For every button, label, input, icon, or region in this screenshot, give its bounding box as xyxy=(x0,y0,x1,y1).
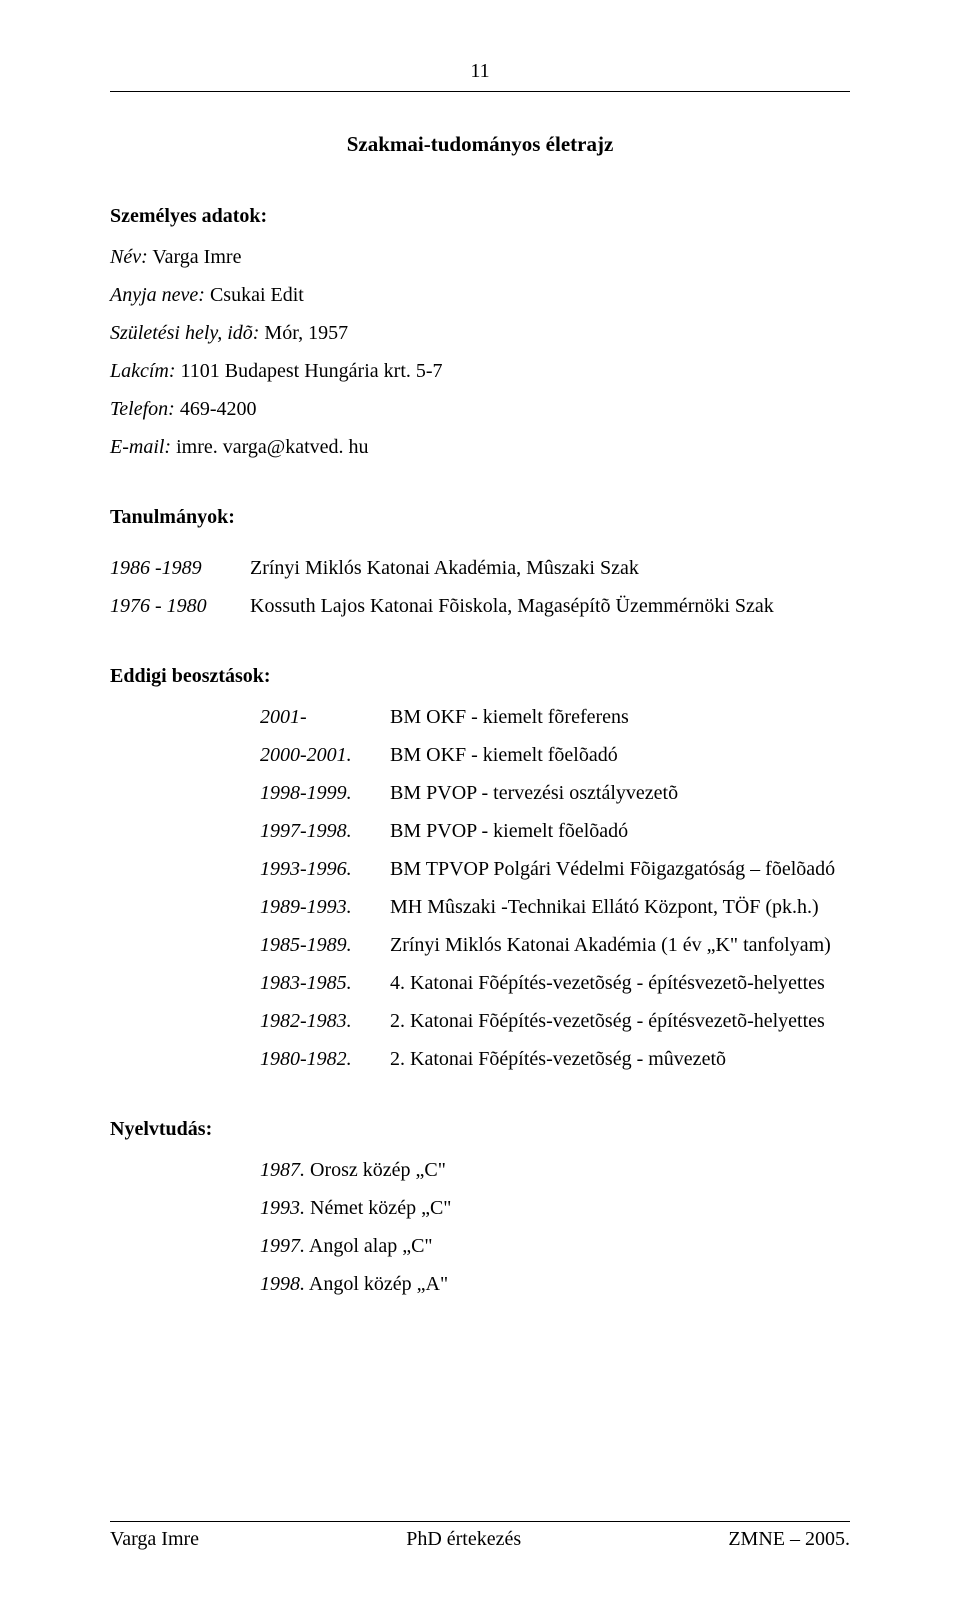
phone-label: Telefon: xyxy=(110,398,175,420)
name-value: Varga Imre xyxy=(152,246,241,268)
study-desc: Kossuth Lajos Katonai Fõiskola, Magasépí… xyxy=(250,587,850,625)
language-desc: Angol közép „A" xyxy=(309,1273,448,1295)
document-title: Szakmai-tudományos életrajz xyxy=(110,132,850,157)
position-years: 1980-1982. xyxy=(260,1040,390,1078)
birth-value: Mór, 1957 xyxy=(264,322,348,344)
position-row: 2001- BM OKF - kiemelt fõreferens xyxy=(260,698,850,736)
position-desc: Zrínyi Miklós Katonai Akadémia (1 év „K"… xyxy=(390,926,850,964)
position-row: 1983-1985. 4. Katonai Fõépítés-vezetõség… xyxy=(260,964,850,1002)
page-footer: Varga Imre PhD értekezés ZMNE – 2005. xyxy=(110,1521,850,1551)
footer-left: Varga Imre xyxy=(110,1528,199,1551)
language-desc: Német közép „C" xyxy=(310,1197,451,1219)
position-years: 1983-1985. xyxy=(260,964,390,1002)
studies-heading: Tanulmányok: xyxy=(110,506,850,529)
positions-heading: Eddigi beosztások: xyxy=(110,665,850,688)
personal-section: Személyes adatok: Név: Varga Imre Anyja … xyxy=(110,205,850,466)
personal-email-line: E-mail: imre. varga@katved. hu xyxy=(110,428,850,466)
position-desc: MH Mûszaki -Technikai Ellátó Központ, TÖ… xyxy=(390,888,850,926)
position-years: 1998-1999. xyxy=(260,774,390,812)
email-value: imre. varga@katved. hu xyxy=(176,436,368,458)
position-row: 1980-1982. 2. Katonai Fõépítés-vezetõség… xyxy=(260,1040,850,1078)
personal-mother-line: Anyja neve: Csukai Edit xyxy=(110,276,850,314)
top-rule xyxy=(110,91,850,92)
language-row: 1987. Orosz közép „C" xyxy=(260,1151,850,1189)
personal-heading-text: Személyes adatok xyxy=(110,205,261,227)
position-years: 2000-2001. xyxy=(260,736,390,774)
position-years: 2001- xyxy=(260,698,390,736)
language-year: 1993. xyxy=(260,1197,305,1219)
positions-section: Eddigi beosztások: 2001- BM OKF - kiemel… xyxy=(110,665,850,1078)
footer-right: ZMNE – 2005. xyxy=(728,1528,850,1551)
languages-section: Nyelvtudás: 1987. Orosz közép „C" 1993. … xyxy=(110,1118,850,1303)
address-label: Lakcím: xyxy=(110,360,176,382)
position-desc: 2. Katonai Fõépítés-vezetõség - mûvezetõ xyxy=(390,1040,850,1078)
language-desc: Orosz közép „C" xyxy=(310,1159,446,1181)
position-desc: 2. Katonai Fõépítés-vezetõség - építésve… xyxy=(390,1002,850,1040)
language-row: 1993. Német közép „C" xyxy=(260,1189,850,1227)
study-row: 1986 -1989 Zrínyi Miklós Katonai Akadémi… xyxy=(110,549,850,587)
address-value: 1101 Budapest Hungária krt. 5-7 xyxy=(181,360,443,382)
position-years: 1997-1998. xyxy=(260,812,390,850)
position-desc: BM OKF - kiemelt fõreferens xyxy=(390,698,850,736)
position-desc: BM TPVOP Polgári Védelmi Fõigazgatóság –… xyxy=(390,850,850,888)
footer-center: PhD értekezés xyxy=(406,1528,521,1551)
page-number: 11 xyxy=(110,60,850,83)
personal-address-line: Lakcím: 1101 Budapest Hungária krt. 5-7 xyxy=(110,352,850,390)
languages-list: 1987. Orosz közép „C" 1993. Német közép … xyxy=(110,1151,850,1303)
personal-birth-line: Születési hely, idõ: Mór, 1957 xyxy=(110,314,850,352)
position-row: 1997-1998. BM PVOP - kiemelt fõelõadó xyxy=(260,812,850,850)
position-row: 1985-1989. Zrínyi Miklós Katonai Akadémi… xyxy=(260,926,850,964)
language-row: 1997. Angol alap „C" xyxy=(260,1227,850,1265)
birth-label: Születési hely, idõ: xyxy=(110,322,259,344)
position-years: 1993-1996. xyxy=(260,850,390,888)
studies-section: Tanulmányok: 1986 -1989 Zrínyi Miklós Ka… xyxy=(110,506,850,625)
name-label: Név: xyxy=(110,246,148,268)
language-desc: Angol alap „C" xyxy=(309,1235,433,1257)
phone-value: 469-4200 xyxy=(180,398,257,420)
language-year: 1997. xyxy=(260,1235,305,1257)
position-desc: BM PVOP - tervezési osztályvezetõ xyxy=(390,774,850,812)
email-label: E-mail: xyxy=(110,436,171,458)
study-years: 1986 -1989 xyxy=(110,549,250,587)
position-desc: BM PVOP - kiemelt fõelõadó xyxy=(390,812,850,850)
personal-phone-line: Telefon: 469-4200 xyxy=(110,390,850,428)
mother-label: Anyja neve: xyxy=(110,284,205,306)
position-row: 1989-1993. MH Mûszaki -Technikai Ellátó … xyxy=(260,888,850,926)
language-year: 1987. xyxy=(260,1159,305,1181)
language-row: 1998. Angol közép „A" xyxy=(260,1265,850,1303)
position-years: 1989-1993. xyxy=(260,888,390,926)
position-row: 2000-2001. BM OKF - kiemelt fõelõadó xyxy=(260,736,850,774)
study-row: 1976 - 1980 Kossuth Lajos Katonai Fõisko… xyxy=(110,587,850,625)
personal-heading: Személyes adatok: xyxy=(110,205,850,228)
position-desc: 4. Katonai Fõépítés-vezetõség - építésve… xyxy=(390,964,850,1002)
languages-heading: Nyelvtudás: xyxy=(110,1118,850,1141)
mother-value: Csukai Edit xyxy=(210,284,304,306)
study-desc: Zrínyi Miklós Katonai Akadémia, Mûszaki … xyxy=(250,549,850,587)
position-row: 1982-1983. 2. Katonai Fõépítés-vezetõség… xyxy=(260,1002,850,1040)
footer-rule xyxy=(110,1521,850,1522)
position-years: 1982-1983. xyxy=(260,1002,390,1040)
position-row: 1998-1999. BM PVOP - tervezési osztályve… xyxy=(260,774,850,812)
language-year: 1998. xyxy=(260,1273,305,1295)
personal-name-line: Név: Varga Imre xyxy=(110,238,850,276)
position-row: 1993-1996. BM TPVOP Polgári Védelmi Fõig… xyxy=(260,850,850,888)
positions-list: 2001- BM OKF - kiemelt fõreferens 2000-2… xyxy=(110,698,850,1078)
study-years: 1976 - 1980 xyxy=(110,587,250,625)
position-desc: BM OKF - kiemelt fõelõadó xyxy=(390,736,850,774)
position-years: 1985-1989. xyxy=(260,926,390,964)
